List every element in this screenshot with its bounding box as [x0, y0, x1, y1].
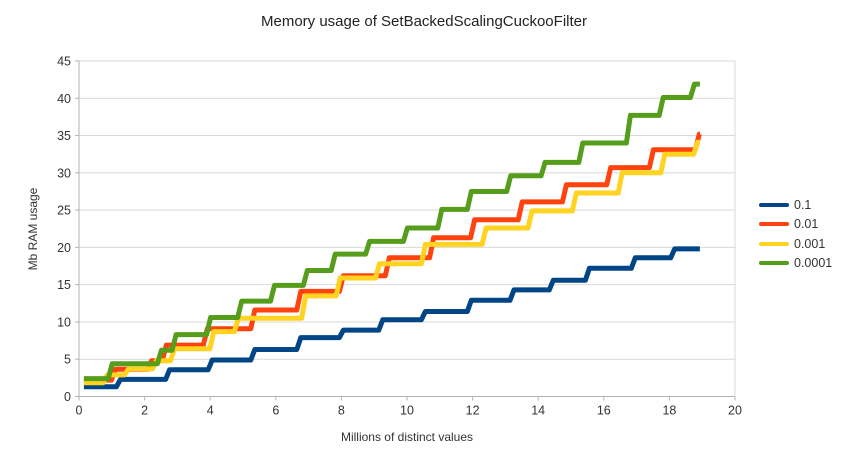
x-tick-label-14: 14	[531, 404, 545, 418]
x-tick-label-6: 6	[272, 404, 279, 418]
x-tick-label-2: 2	[141, 404, 148, 418]
legend-item-0.01: 0.01	[759, 215, 832, 235]
legend-item-0.001: 0.001	[759, 234, 832, 254]
x-tick-label-8: 8	[338, 404, 345, 418]
x-tick-label-0: 0	[76, 404, 83, 418]
x-tick-label-4: 4	[207, 404, 214, 418]
series-line-0.1	[83, 246, 700, 390]
y-tick-label-45: 45	[57, 55, 71, 69]
legend-label-0.001: 0.001	[794, 236, 826, 251]
y-axis-title: Mb RAM usage	[26, 187, 40, 271]
series-line-0.0001	[83, 81, 700, 382]
y-tick-label-35: 35	[57, 129, 71, 143]
legend: 0.1 0.01 0.001 0.0001	[759, 195, 832, 273]
legend-swatch-0.01	[759, 222, 789, 227]
legend-label-0.01: 0.01	[794, 217, 819, 232]
legend-swatch-0.001	[759, 241, 789, 246]
x-tick-label-20: 20	[728, 404, 742, 418]
y-tick-label-0: 0	[64, 390, 71, 404]
y-tick-label-5: 5	[64, 353, 71, 367]
legend-item-0.1: 0.1	[759, 195, 832, 215]
x-tick-label-16: 16	[597, 404, 611, 418]
chart-title: Memory usage of SetBackedScalingCuckooFi…	[261, 13, 587, 30]
y-tick-label-10: 10	[57, 315, 71, 329]
x-tick-label-18: 18	[662, 404, 676, 418]
x-axis-title: Millions of distinct values	[340, 430, 474, 444]
y-tick-label-20: 20	[57, 241, 71, 255]
legend-swatch-0.0001	[759, 261, 789, 266]
x-tick-label-10: 10	[400, 404, 414, 418]
legend-item-0.0001: 0.0001	[759, 254, 832, 274]
legend-swatch-0.1	[759, 202, 789, 207]
y-tick-label-30: 30	[57, 166, 71, 180]
x-tick-label-12: 12	[466, 404, 480, 418]
y-tick-label-40: 40	[57, 92, 71, 106]
legend-label-0.1: 0.1	[794, 197, 812, 212]
legend-label-0.0001: 0.0001	[794, 256, 833, 271]
y-tick-label-25: 25	[57, 204, 71, 218]
y-tick-label-15: 15	[57, 278, 71, 292]
series-line-0.01	[83, 131, 702, 383]
